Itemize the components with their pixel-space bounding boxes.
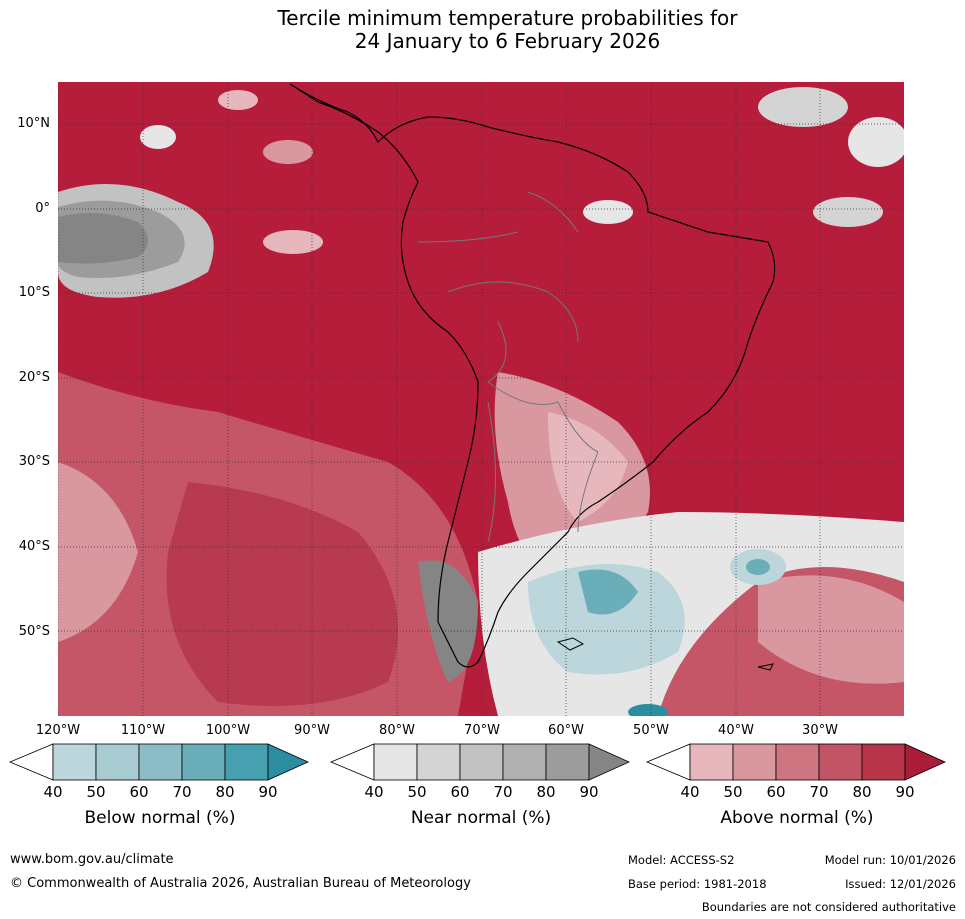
website-link[interactable]: www.bom.gov.au/climate [10,852,174,867]
colorbar-below-90 [224,743,269,781]
cb-tick: 80 [852,783,872,801]
colorbar-near-low-arrow [329,743,375,781]
colorbar-near-50 [373,743,418,781]
colorbar-above-60 [732,743,777,781]
lat-gridlines [58,123,904,632]
cb-tick: 70 [493,783,513,801]
cb-tick: 70 [809,783,829,801]
cb-tick: 40 [364,783,384,801]
colorbar-below-50 [52,743,97,781]
cb-tick: 70 [172,783,192,801]
region-below-normal-core [578,569,638,615]
region-above-normal-50-lightA [58,462,138,642]
colorbar-above-80 [818,743,863,781]
country-borders [417,191,599,543]
lat-label: 40°S [18,539,50,554]
region-near-normal-pacific-core [58,213,148,264]
blob-north-8 [583,200,633,224]
lon-label: 100°W [205,723,251,738]
cb-tick: 90 [579,783,599,801]
copyright-text: © Commonwealth of Australia 2026, Austra… [10,876,471,891]
blob-north-6 [218,90,258,110]
colorbar-below-low-arrow [8,743,54,781]
lon-label: 70°W [464,723,500,738]
cb-tick: 60 [450,783,470,801]
lon-label: 30°W [802,723,838,738]
colorbar-below-70 [138,743,183,781]
colorbar-near-80 [502,743,547,781]
colorbar-above-high-arrow [904,743,946,781]
colorbar-near-60 [416,743,461,781]
lat-label: 30°S [18,454,50,469]
map-title-line2: 24 January to 6 February 2026 [354,29,661,53]
cb-tick: 90 [895,783,915,801]
blob-north-3 [758,87,848,127]
colorbar-above-90 [861,743,906,781]
probability-map [58,82,904,716]
issued-text: Issued: 12/01/2026 [845,877,956,891]
lat-label: 0° [35,201,50,216]
lat-label: 50°S [18,624,50,639]
blob-north-5 [813,197,883,227]
region-above-normal-50-lightB [758,575,904,684]
lon-label: 90°W [294,723,330,738]
colorbar-below-high-arrow [267,743,309,781]
lon-label: 120°W [35,723,81,738]
colorbar-label-above: Above normal (%) [720,808,874,828]
region-above-normal-70 [166,482,398,707]
colorbar-near-high-arrow [588,743,630,781]
region-below-normal-east-core [746,559,770,575]
colorbar-near-70 [459,743,504,781]
blob-north-1 [140,125,176,149]
colorbar-below-60 [95,743,140,781]
disclaimer-text: Boundaries are not considered authoritat… [701,900,956,914]
colorbar-above-low-arrow [645,743,691,781]
cb-tick: 40 [43,783,63,801]
cb-tick: 40 [680,783,700,801]
base-period-text: Base period: 1981-2018 [628,877,767,891]
colorbar-below-normal [8,743,309,781]
continent-interior-pale [548,412,628,522]
colorbar-above-50 [689,743,734,781]
lon-label: 110°W [120,723,166,738]
colorbar-label-near: Near normal (%) [410,808,552,828]
colorbar-near-90 [545,743,590,781]
cb-tick: 80 [536,783,556,801]
colorbar-above-normal [645,743,946,781]
region-below-normal-south [528,564,685,675]
falkland-islands [556,637,585,651]
model-text: Model: ACCESS-S2 [628,853,735,867]
lon-label: 60°W [548,723,584,738]
region-below-normal-bottom [628,704,668,716]
blob-north-2 [263,140,313,164]
south-georgia [757,663,774,671]
blob-north-4 [848,117,904,167]
blob-north-7 [263,230,323,254]
colorbar-near-normal [329,743,630,781]
cb-tick: 60 [766,783,786,801]
cb-tick: 50 [407,783,427,801]
colorbar-above-70 [775,743,820,781]
cb-tick: 50 [86,783,106,801]
lon-gridlines [58,82,821,716]
colorbar-label-below: Below normal (%) [84,808,236,828]
cb-tick: 90 [258,783,278,801]
cb-tick: 50 [723,783,743,801]
region-near-normal-patagonia [418,560,478,682]
model-run-text: Model run: 10/01/2026 [824,853,956,867]
lon-label: 80°W [379,723,415,738]
south-america-coastline [289,83,776,668]
colorbar-below-80 [181,743,226,781]
lon-label: 40°W [718,723,754,738]
cb-tick: 60 [129,783,149,801]
lat-label: 20°S [18,370,50,385]
lat-label: 10°N [17,116,50,131]
lon-label: 50°W [633,723,669,738]
cb-tick: 80 [215,783,235,801]
lat-label: 10°S [18,285,50,300]
map-title-line1: Tercile minimum temperature probabilitie… [277,6,738,30]
